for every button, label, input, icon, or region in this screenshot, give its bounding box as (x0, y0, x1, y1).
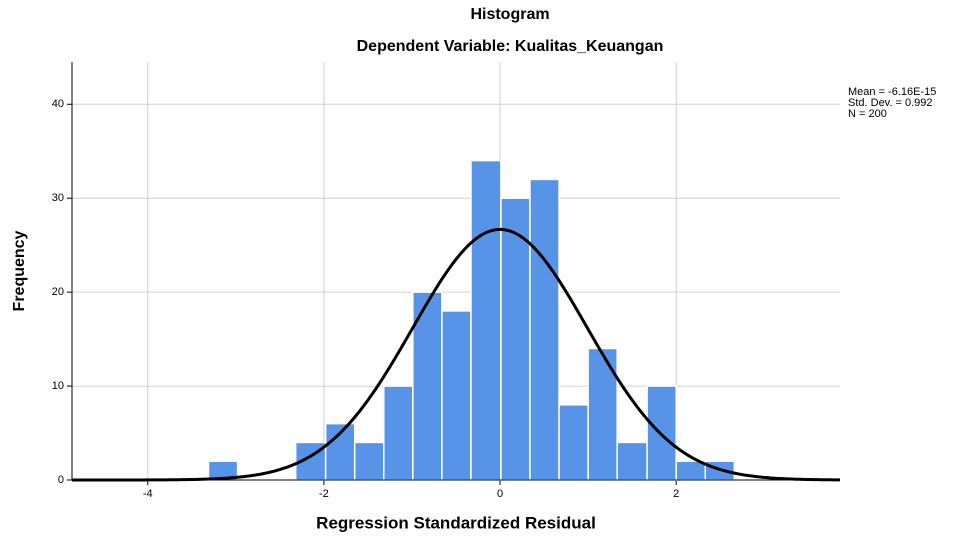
y-tick-label: 10 (52, 380, 64, 392)
stats-label: Std. Dev. = 0.992 (848, 97, 933, 109)
chart-subtitle: Dependent Variable: Kualitas_Keuangan (357, 38, 664, 55)
y-tick-label: 40 (52, 98, 64, 110)
bar (353, 441, 385, 481)
normal-curve (72, 227, 841, 482)
x-tick-label: -2 (319, 488, 329, 500)
bar (529, 178, 560, 481)
bar (500, 197, 531, 481)
y-tick-label: 20 (52, 286, 64, 298)
bar (441, 310, 472, 481)
bar (412, 291, 443, 481)
bar (383, 385, 414, 481)
stats-label: Mean = -6.16E-15 (848, 86, 936, 98)
y-tick-label: 0 (58, 474, 64, 486)
x-tick-label: 2 (673, 488, 679, 500)
bar (470, 159, 502, 481)
x-tick-label: -4 (143, 488, 153, 500)
stats-label: N = 200 (848, 108, 887, 120)
chart-title: Histogram (470, 6, 549, 23)
bar (558, 404, 589, 481)
y-tick-label: 30 (52, 192, 64, 204)
y-axis-label: Frequency (11, 230, 28, 311)
bar (587, 347, 618, 481)
x-tick-label: 0 (497, 488, 503, 500)
x-axis-label: Regression Standardized Residual (316, 513, 596, 532)
bar (675, 460, 706, 481)
bar (616, 441, 648, 481)
